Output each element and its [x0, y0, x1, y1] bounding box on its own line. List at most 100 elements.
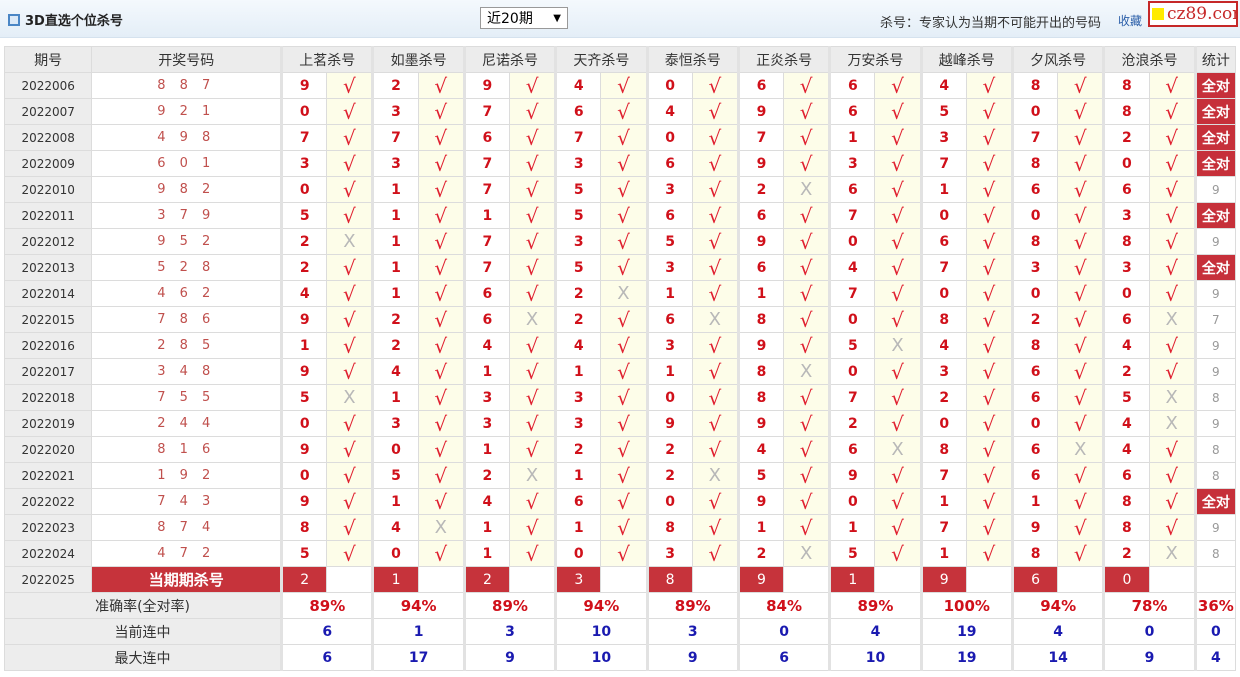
period-range-select[interactable]: 近20期 ▼	[480, 7, 568, 29]
check-icon: √	[600, 358, 648, 385]
draw-number-cell: 7 5 5	[91, 384, 283, 411]
check-icon: √	[1148, 150, 1196, 177]
kill-number: 6	[1102, 462, 1150, 489]
check-icon: √	[417, 358, 465, 385]
site-logo[interactable]: cz89.com	[1148, 1, 1238, 27]
cross-icon: X	[874, 332, 922, 359]
summary-value: 6	[736, 644, 831, 671]
check-icon: √	[1057, 332, 1105, 359]
kill-number: 2	[371, 306, 419, 333]
kill-number: 1	[371, 280, 419, 307]
kill-number: 6	[736, 254, 785, 281]
kill-number: 7	[828, 280, 876, 307]
check-icon: √	[1148, 358, 1196, 385]
kill-number: 8	[1010, 540, 1059, 567]
check-icon: √	[965, 488, 1013, 515]
check-icon: √	[1057, 72, 1105, 99]
header-expert: 如墨杀号	[371, 46, 465, 73]
kill-number: 8	[919, 306, 967, 333]
logo-text: cz89.com	[1167, 4, 1236, 24]
kill-number: 4	[371, 514, 419, 541]
period-cell: 2022015	[3, 306, 93, 333]
select-value: 近20期	[487, 11, 533, 27]
draw-number-cell: 3 7 9	[91, 202, 283, 229]
summary-row: 准确率(全对率) 89% 94% 89% 94% 89% 84% 89% 100% 94% 78% 3…	[3, 592, 1237, 619]
check-icon: √	[600, 410, 648, 437]
stat-cell: 全对	[1193, 72, 1237, 99]
kill-number: 4	[645, 98, 693, 125]
check-icon: √	[691, 280, 739, 307]
kill-number: 9	[645, 410, 693, 437]
check-icon: √	[1057, 228, 1105, 255]
table-row: 2022008 4 9 8 7 √ 7 √ 6 √ 7 √ 0 √ 7 √ 1 √ 3 √ 7 √ 2 √ 全对	[3, 124, 1237, 151]
square-icon	[8, 13, 20, 26]
check-icon: √	[691, 384, 739, 411]
summary-value: 94%	[1010, 592, 1105, 619]
kill-number: 4	[919, 72, 967, 99]
favorite-link[interactable]: 收藏	[1118, 14, 1143, 28]
kill-number: 3	[462, 410, 511, 437]
kill-number: 8	[1102, 72, 1150, 99]
kill-number: 8	[736, 306, 785, 333]
check-icon: √	[965, 514, 1013, 541]
check-icon: √	[600, 462, 648, 489]
kill-number: 9	[280, 72, 328, 99]
check-icon: √	[1057, 488, 1105, 515]
cross-icon: X	[417, 514, 465, 541]
stat-cell: 全对	[1193, 124, 1237, 151]
kill-number: 8	[736, 358, 785, 385]
check-icon: √	[417, 202, 465, 229]
kill-number: 3	[645, 540, 693, 567]
current-kill-number: 2	[280, 566, 328, 593]
kill-number: 1	[736, 514, 785, 541]
cross-icon: X	[783, 540, 831, 567]
check-icon: √	[417, 462, 465, 489]
header-expert: 天齐杀号	[554, 46, 648, 73]
period-cell: 2022017	[3, 358, 93, 385]
kill-number: 5	[736, 462, 785, 489]
stat-cell: 9	[1193, 332, 1237, 359]
check-icon: √	[691, 514, 739, 541]
check-icon: √	[508, 124, 557, 151]
check-icon: √	[508, 436, 557, 463]
table-row: 2022018 7 5 5 5 X 1 √ 3 √ 3 √ 0 √ 8 √ 7 √ 2 √ 6 √ 5 X 8	[3, 384, 1237, 411]
check-icon: √	[508, 410, 557, 437]
check-icon: √	[783, 280, 831, 307]
check-icon: √	[1148, 280, 1196, 307]
check-icon: √	[326, 72, 374, 99]
kill-number: 1	[828, 124, 876, 151]
kill-number: 1	[371, 176, 419, 203]
cross-icon: X	[783, 358, 831, 385]
kill-number: 7	[554, 124, 602, 151]
check-icon: √	[783, 228, 831, 255]
period-cell: 2022024	[3, 540, 93, 567]
check-icon: √	[1057, 202, 1105, 229]
summary-value: 94%	[371, 592, 465, 619]
kill-number: 5	[828, 332, 876, 359]
summary-value: 89%	[828, 592, 922, 619]
kill-number: 3	[1102, 202, 1150, 229]
check-icon: √	[691, 436, 739, 463]
kill-number: 0	[1010, 202, 1059, 229]
check-icon: √	[508, 98, 557, 125]
period-cell: 2022010	[3, 176, 93, 203]
check-icon: √	[874, 176, 922, 203]
check-icon: √	[1057, 514, 1105, 541]
kill-number: 6	[462, 306, 511, 333]
page-title: 3D直选个位杀号	[8, 10, 123, 29]
kill-number: 8	[919, 436, 967, 463]
check-icon: √	[600, 228, 648, 255]
header-draw: 开奖号码	[91, 46, 283, 73]
summary-value: 6	[280, 644, 374, 671]
header-expert: 上茗杀号	[280, 46, 374, 73]
empty-cell	[691, 566, 739, 593]
kill-number: 6	[1010, 462, 1059, 489]
kill-number: 6	[645, 202, 693, 229]
check-icon: √	[874, 280, 922, 307]
cross-icon: X	[691, 306, 739, 333]
check-icon: √	[508, 358, 557, 385]
kill-number: 1	[1010, 488, 1059, 515]
check-icon: √	[1057, 540, 1105, 567]
draw-number-cell: 8 8 7	[91, 72, 283, 99]
kill-number: 4	[554, 72, 602, 99]
